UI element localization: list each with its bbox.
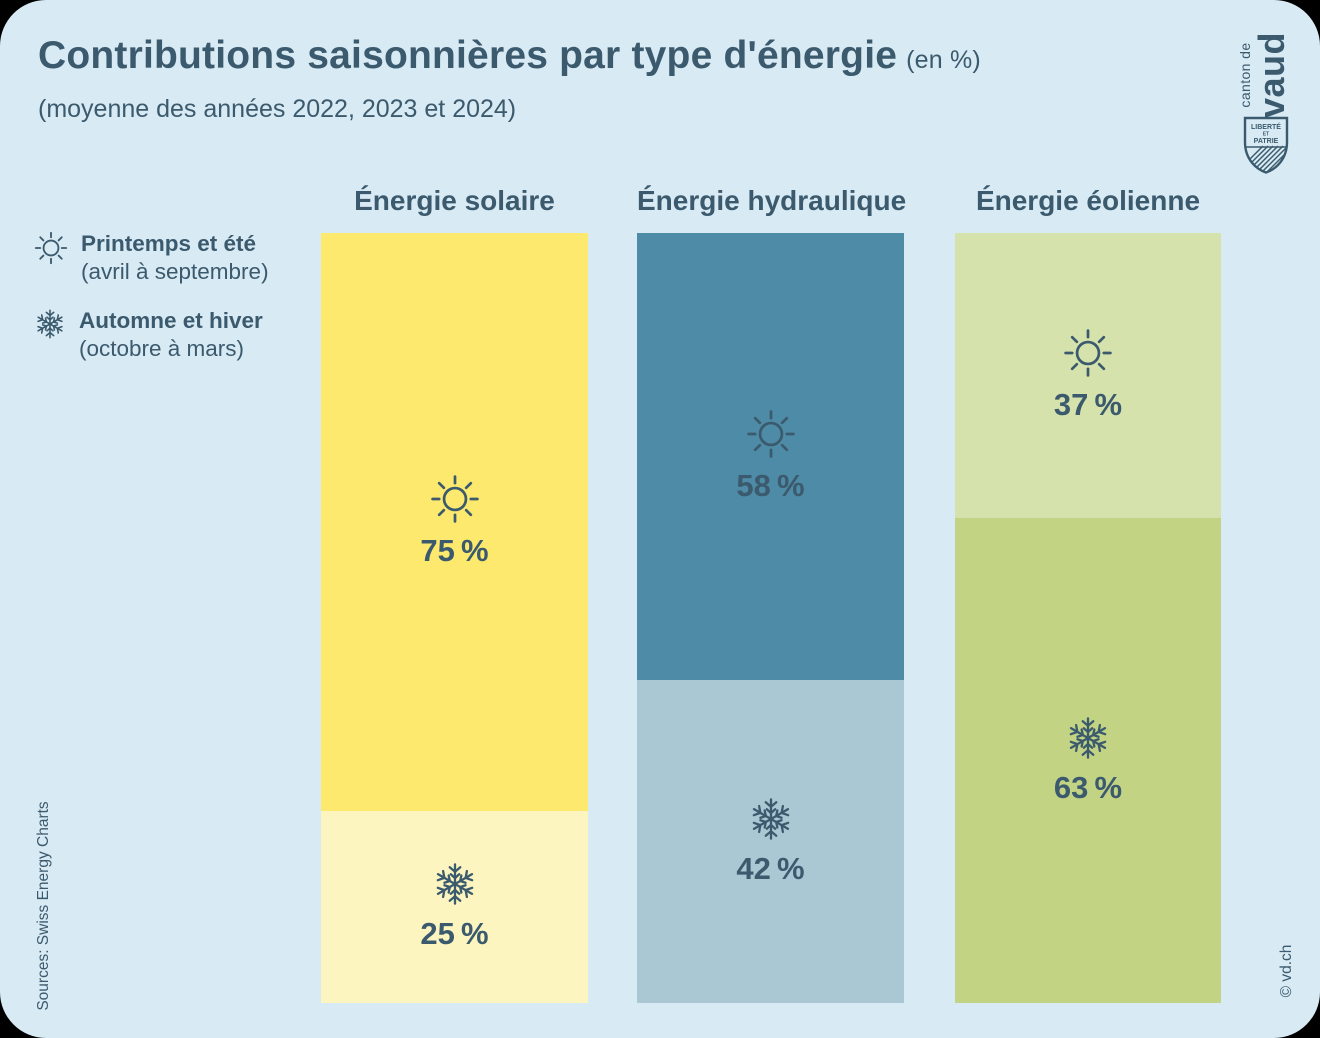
bar-energie-solaire: 75 % 25 %: [321, 233, 588, 1003]
segment-solaire-automne-hiver: 25 %: [321, 810, 588, 1003]
snowflake-icon: [748, 796, 794, 842]
bar-energie-hydraulique: 58 % 42 %: [637, 233, 904, 1003]
value-label: 63 %: [1053, 769, 1123, 805]
sun-icon: [746, 409, 796, 459]
legend-text: Automne et hiver (octobre à mars): [79, 307, 263, 363]
snowflake-icon: [432, 861, 478, 907]
page-subtitle: (moyenne des années 2022, 2023 et 2024): [38, 95, 517, 123]
column-header-hydraulique: Énergie hydraulique: [637, 185, 907, 216]
snowflake-icon: [34, 308, 66, 340]
bar-energie-eolienne: 37 % 63 %: [955, 233, 1221, 1003]
logo-canton-de-text: canton de: [1237, 42, 1253, 108]
legend-item-automne-hiver: Automne et hiver (octobre à mars): [34, 307, 269, 363]
legend-text: Printemps et été (avril à septembre): [81, 230, 269, 286]
page-title: Contributions saisonnières par type d'én…: [38, 34, 981, 78]
value-label: 75 %: [420, 533, 489, 569]
logo-vaud-text: vaud: [1251, 31, 1292, 119]
page-title-text: Contributions saisonnières par type d'én…: [38, 34, 898, 77]
legend-label: Automne et hiver: [79, 308, 263, 333]
legend-item-printemps-ete: Printemps et été (avril à septembre): [34, 230, 269, 286]
column-header-eolienne: Énergie éolienne: [975, 185, 1201, 216]
legend-label: Printemps et été: [81, 231, 257, 256]
segment-eolienne-automne-hiver: 63 %: [955, 517, 1221, 1003]
segment-hydraulique-automne-hiver: 42 %: [637, 679, 904, 1003]
vaud-shield-icon: LIBERTÉ ET PATRIE: [1243, 116, 1289, 174]
value-label: 58 %: [736, 467, 805, 503]
shield-motto-line1: LIBERTÉ: [1251, 122, 1281, 131]
sun-icon: [34, 231, 68, 265]
sun-icon: [430, 474, 480, 524]
shield-motto-line2: ET: [1263, 132, 1269, 138]
column-header-solaire: Énergie solaire: [354, 185, 555, 216]
copyright-note: © vd.ch: [1278, 944, 1295, 998]
segment-eolienne-printemps-ete: 37 %: [955, 233, 1221, 518]
page-title-unit: (en %): [906, 46, 981, 74]
segment-hydraulique-printemps-ete: 58 %: [637, 233, 904, 680]
shield-motto-line3: PATRIE: [1254, 138, 1279, 145]
canton-vaud-logo: canton de vaud: [1237, 31, 1292, 119]
sources-note: Sources: Swiss Energy Charts: [35, 801, 52, 1011]
value-label: 37 %: [1053, 386, 1123, 422]
sun-icon: [1063, 328, 1113, 378]
value-label: 42 %: [736, 850, 805, 886]
value-label: 25 %: [420, 916, 489, 952]
legend: Printemps et été (avril à septembre) Aut…: [34, 230, 269, 384]
legend-sublabel: (octobre à mars): [79, 336, 245, 361]
snowflake-icon: [1065, 715, 1111, 761]
legend-sublabel: (avril à septembre): [81, 259, 269, 284]
segment-solaire-printemps-ete: 75 %: [321, 233, 588, 811]
